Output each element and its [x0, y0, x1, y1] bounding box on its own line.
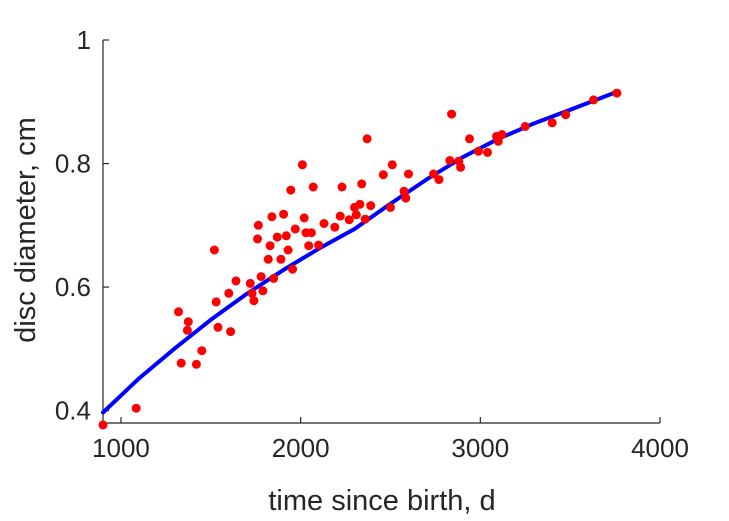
data-point	[366, 201, 376, 211]
data-point	[308, 182, 318, 192]
data-point	[224, 288, 234, 298]
y-tick-label: 1	[77, 25, 91, 55]
data-point	[247, 288, 257, 298]
data-point	[265, 241, 275, 251]
data-point	[319, 219, 329, 228]
data-point	[589, 95, 598, 105]
data-point	[344, 215, 354, 225]
ticks: 1000 2000 3000 4000 0.4 0.6 0.8 1	[55, 25, 689, 463]
data-point	[429, 169, 439, 179]
data-point	[290, 224, 300, 234]
data-point	[131, 403, 141, 413]
axis-labels: time since birth, d disc diameter, cm	[10, 117, 496, 517]
data-point	[297, 160, 307, 170]
data-point	[330, 222, 340, 232]
data-point	[306, 228, 316, 238]
data-point	[456, 162, 466, 172]
data-point	[286, 185, 296, 195]
data-point	[288, 264, 298, 274]
data-point	[355, 199, 365, 209]
data-point	[445, 156, 455, 165]
x-tick-label: 3000	[451, 433, 509, 463]
data-point	[258, 286, 268, 296]
data-point	[357, 179, 367, 189]
data-point	[520, 122, 530, 131]
y-tick-label: 0.6	[55, 272, 91, 302]
data-point	[209, 245, 219, 255]
data-point	[497, 130, 507, 139]
data-point	[474, 146, 483, 156]
data-point	[281, 231, 291, 241]
data-point	[269, 273, 279, 283]
data-point	[98, 420, 108, 430]
data-point	[213, 322, 223, 332]
data-point	[249, 296, 259, 306]
data-point	[176, 358, 186, 368]
data-point	[399, 186, 409, 196]
data-point	[304, 241, 314, 251]
data-point	[253, 234, 262, 244]
data-point	[253, 220, 263, 230]
data-point	[182, 325, 192, 335]
y-axis-label: disc diameter, cm	[10, 117, 42, 343]
data-point	[434, 175, 444, 185]
data-point	[314, 240, 324, 250]
data-point	[272, 232, 282, 242]
data-point	[335, 211, 345, 221]
x-tick-label: 1000	[92, 433, 150, 463]
data-point	[174, 307, 183, 317]
x-axis-label: time since birth, d	[268, 485, 495, 517]
data-point	[263, 254, 273, 264]
data-point	[386, 202, 395, 212]
data-point	[378, 170, 388, 180]
data-point	[191, 359, 201, 369]
data-point	[183, 317, 193, 327]
data-point	[283, 245, 293, 255]
data-point	[561, 110, 571, 120]
data-point	[483, 147, 492, 157]
data-point	[256, 272, 266, 282]
y-tick-label: 0.4	[55, 396, 91, 426]
data-point	[362, 134, 372, 144]
y-tick-label: 0.8	[55, 149, 91, 179]
data-point	[547, 118, 557, 128]
data-point	[245, 278, 255, 288]
data-point	[401, 193, 411, 203]
data-point	[226, 327, 236, 337]
data-point	[267, 212, 277, 222]
data-point	[360, 214, 370, 224]
data-point	[299, 213, 309, 223]
data-point	[493, 136, 503, 146]
data-point	[279, 209, 289, 219]
x-tick-label: 2000	[272, 433, 330, 463]
data-point	[276, 254, 286, 264]
axes	[102, 40, 660, 424]
data-point	[404, 169, 413, 179]
data-point	[197, 346, 207, 356]
x-tick-label: 4000	[631, 433, 689, 463]
data-point	[337, 182, 347, 192]
data-points	[98, 88, 622, 430]
data-point	[231, 276, 241, 286]
data-point	[387, 160, 397, 170]
data-point	[612, 88, 622, 98]
data-point	[211, 297, 221, 307]
data-point	[465, 134, 474, 144]
data-point	[447, 109, 457, 119]
data-point	[351, 210, 361, 220]
